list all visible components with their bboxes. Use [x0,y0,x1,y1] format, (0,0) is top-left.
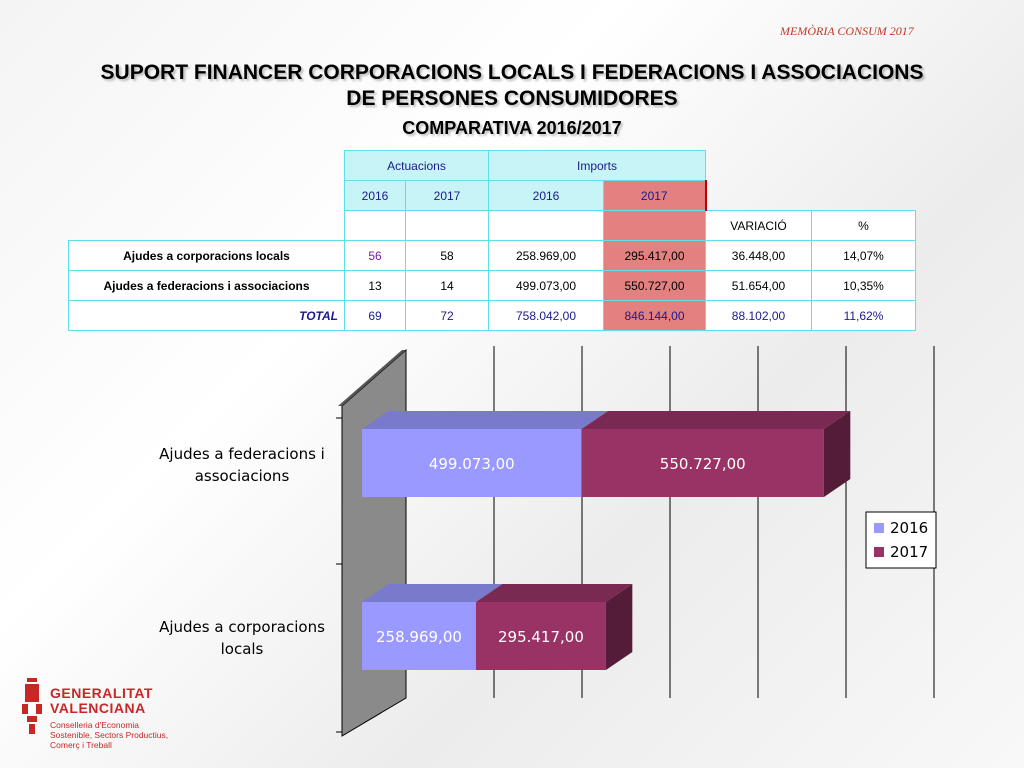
table-total-row: TOTAL 69 72 758.042,00 846.144,00 88.102… [68,300,916,331]
table-row: Ajudes a federacions i associacions 13 1… [68,270,916,301]
legend-entry: 2017 [890,543,928,561]
logo-dept-line-1: Conselleria d'Economia [50,720,140,730]
cell: 88.102,00 [705,300,812,331]
table-group-header-row: Actuacions Imports [69,150,916,181]
cell: 14,07% [811,240,916,271]
title-line-2: DE PERSONES CONSUMIDORES [346,87,678,110]
data-label: 550.727,00 [660,455,746,473]
bar-segment [362,602,476,670]
chart-wall-edge [338,350,406,406]
logo-name-line-1: GENERALITAT [50,685,153,701]
cell: 846.144,00 [603,300,706,331]
cell: 10,35% [811,270,916,301]
bar-side-face [823,411,851,497]
cell: 499.073,00 [488,270,604,301]
bar-top-face [362,411,608,429]
row-label: Ajudes a federacions i associacions [68,270,345,301]
data-label: 295.417,00 [498,628,584,646]
logo-dept-line-3: Comerç i Treball [50,740,112,750]
cell: 13 [344,270,406,301]
bar-side-face [605,584,633,670]
bar-segment [581,429,824,497]
bar-segment [362,429,582,497]
row-label: Ajudes a corporacions locals [68,240,345,271]
pct-header: % [811,210,916,241]
table-variation-header-row: VARIACIÓ % [69,210,916,241]
title-line-1: SUPORT FINANCER CORPORACIONS LOCALS I FE… [100,61,924,84]
page-title: SUPORT FINANCER CORPORACIONS LOCALS I FE… [40,60,984,112]
logo-wordmark: GENERALITAT VALENCIANA [50,686,153,716]
row-label: TOTAL [68,300,345,331]
cell: 258.969,00 [488,240,604,271]
cell: 295.417,00 [603,240,706,271]
cell: 550.727,00 [603,270,706,301]
logo-name-line-2: VALENCIANA [50,700,146,716]
bar-top-face [475,584,633,602]
year-header: 2017 [405,180,489,211]
stacked-bar-chart: 499.073,00 550.727,00 Ajudes a federacions… [159,346,937,737]
bar-top-face [362,584,503,602]
legend-swatch [874,547,884,557]
cell: 72 [405,300,489,331]
logo-dept-line-2: Sostenible, Sectors Productius, [50,730,169,740]
coat-of-arms-icon [22,678,42,734]
chart-legend [865,511,937,569]
table-year-header-row: 2016 2017 2016 2017 [69,180,916,211]
category-tick-label: locals [221,640,264,658]
year-header: 2016 [488,180,604,211]
generalitat-logo [22,678,42,734]
table-row: Ajudes a corporacions locals 56 58 258.9… [68,240,916,271]
cell: 14 [405,270,489,301]
cell: 51.654,00 [705,270,812,301]
cell: 58 [405,240,489,271]
logo-department: Conselleria d'Economia Sostenible, Secto… [50,720,168,750]
variacio-header: VARIACIÓ [705,210,812,241]
cell: 69 [344,300,406,331]
data-label: 499.073,00 [429,455,515,473]
cell: 758.042,00 [488,300,604,331]
comparison-table: Actuacions Imports 2016 2017 2016 2017 V… [68,150,916,331]
year-header: 2016 [344,180,406,211]
group-imports: Imports [488,150,706,181]
bar-segment [475,602,606,670]
category-tick-label: associacions [195,467,290,485]
year-header: 2017 [603,180,707,211]
page-subtitle: COMPARATIVA 2016/2017 [402,118,622,138]
cell: 56 [344,240,406,271]
group-actuacions: Actuacions [344,150,489,181]
category-tick-label: Ajudes a corporacions [159,618,325,636]
chart-side-wall [341,348,407,737]
cell: 11,62% [811,300,916,331]
legend-swatch [874,523,884,533]
legend-entry: 2016 [890,519,928,537]
data-label: 258.969,00 [376,628,462,646]
cell: 36.448,00 [705,240,812,271]
category-tick-label: Ajudes a federacions i [159,445,325,463]
report-tag: MEMÒRIA CONSUM 2017 [780,24,914,38]
bar-top-face [581,411,851,429]
